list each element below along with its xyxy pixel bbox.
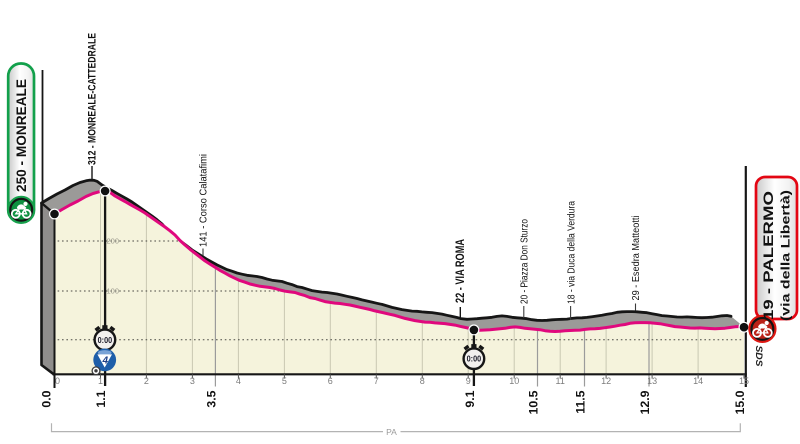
svg-text:0:00: 0:00 — [467, 355, 482, 364]
svg-text:13: 13 — [647, 376, 657, 386]
svg-text:0.0: 0.0 — [40, 390, 54, 407]
svg-text:1.1: 1.1 — [94, 390, 108, 407]
svg-text:19 - PALERMO: 19 - PALERMO — [761, 191, 776, 320]
svg-text:11.5: 11.5 — [574, 390, 588, 413]
svg-text:11: 11 — [556, 376, 565, 386]
svg-text:0: 0 — [55, 376, 60, 386]
svg-text:PA: PA — [386, 427, 397, 437]
svg-text:14: 14 — [693, 376, 703, 386]
svg-text:3: 3 — [190, 376, 195, 386]
svg-text:5: 5 — [282, 376, 287, 386]
svg-text:3.5: 3.5 — [204, 390, 218, 407]
svg-text:0:00: 0:00 — [98, 336, 113, 345]
svg-text:20 - Piazza Don Sturzo: 20 - Piazza Don Sturzo — [520, 219, 531, 304]
svg-text:12: 12 — [601, 376, 611, 386]
svg-text:9: 9 — [466, 376, 471, 386]
svg-text:4: 4 — [102, 355, 109, 366]
svg-text:15: 15 — [739, 376, 749, 386]
svg-text:8: 8 — [420, 376, 425, 386]
svg-text:4: 4 — [236, 376, 241, 386]
svg-text:10.5: 10.5 — [527, 390, 541, 414]
svg-text:6: 6 — [328, 376, 333, 386]
svg-text:2: 2 — [144, 376, 149, 386]
svg-text:SDS: SDS — [753, 346, 764, 368]
svg-text:250 - MONREALE: 250 - MONREALE — [13, 79, 29, 192]
svg-text:22 - VIA ROMA: 22 - VIA ROMA — [453, 239, 467, 303]
svg-text:1: 1 — [98, 376, 103, 386]
svg-text:18 - via Duca della Verdura: 18 - via Duca della Verdura — [566, 201, 577, 304]
svg-text:15.0: 15.0 — [733, 390, 747, 414]
svg-text:200: 200 — [107, 237, 120, 246]
svg-text:29 - Esedra Matteotti: 29 - Esedra Matteotti — [631, 216, 642, 301]
svg-text:9.1: 9.1 — [463, 390, 477, 407]
svg-text:100: 100 — [107, 287, 120, 296]
svg-text:312 - MONREALE-CATTEDRALE: 312 - MONREALE-CATTEDRALE — [87, 33, 99, 165]
svg-text:141 - Corso Calatafimi: 141 - Corso Calatafimi — [199, 154, 210, 247]
svg-text:10: 10 — [509, 376, 519, 386]
svg-text:12.9: 12.9 — [638, 390, 652, 414]
svg-text:7: 7 — [374, 376, 379, 386]
svg-text:(via della Libertà): (via della Libertà) — [779, 190, 793, 321]
